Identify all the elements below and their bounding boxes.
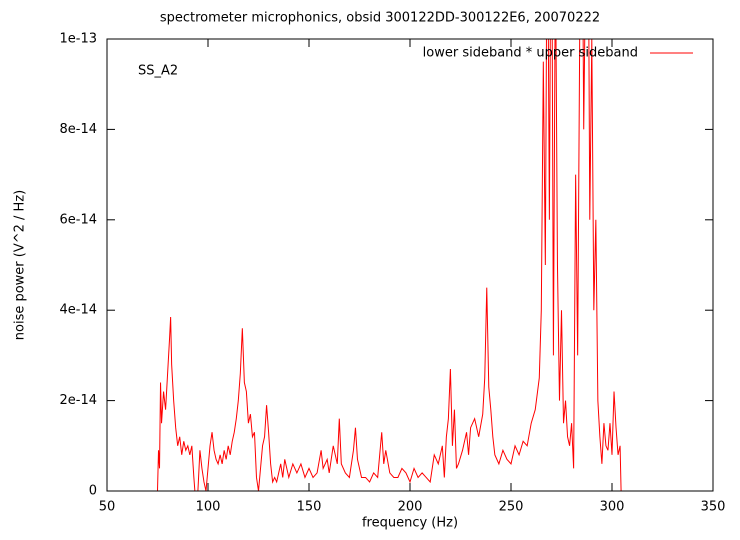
y-tick-label: 4e-14 [59, 303, 97, 318]
x-tick-label: 250 [499, 500, 524, 515]
plot-border [106, 38, 714, 492]
y-tick-label: 0 [89, 484, 97, 499]
y-axis-label: noise power (V^2 / Hz) [13, 190, 28, 340]
x-tick-label: 150 [297, 500, 322, 515]
annotation: SS_A2 [138, 64, 178, 79]
x-tick-label: 300 [600, 500, 625, 515]
y-tick-label: 8e-14 [59, 122, 97, 137]
x-tick-label: 100 [196, 500, 221, 515]
y-tick-label: 2e-14 [59, 393, 97, 408]
data-line [107, 39, 713, 491]
y-tick-label: 6e-14 [59, 212, 97, 227]
y-tick-label: 1e-13 [59, 32, 97, 47]
x-axis-label: frequency (Hz) [362, 516, 458, 531]
legend-label: lower sideband * upper sideband [423, 46, 638, 61]
x-tick-label: 200 [398, 500, 423, 515]
x-tick-label: 50 [99, 500, 116, 515]
chart-title: spectrometer microphonics, obsid 300122D… [160, 11, 600, 26]
x-tick-label: 350 [701, 500, 726, 515]
